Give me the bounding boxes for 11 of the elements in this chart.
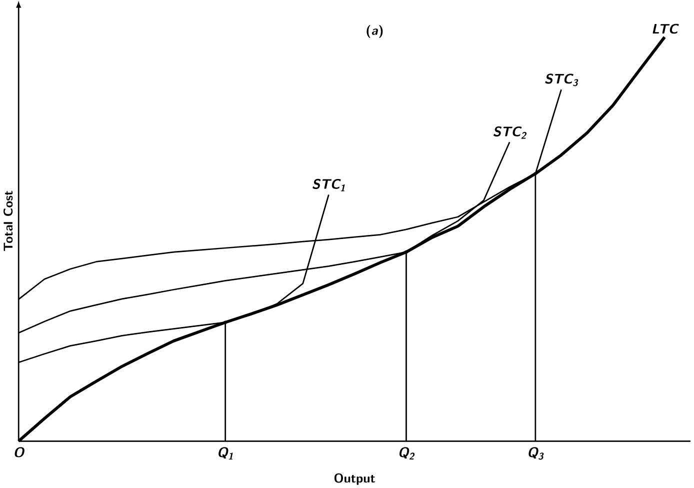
x-tick-label: Q$_{2}$ — [400, 446, 415, 460]
series-label: STC$_{3}$ — [545, 73, 578, 86]
x-tick-label: O — [14, 446, 24, 458]
annotation: (a) — [366, 24, 383, 38]
series-label: STC$_{1}$ — [312, 178, 345, 192]
x-tick-label: Q$_{1}$ — [218, 446, 233, 460]
x-axis-title: Output — [334, 473, 375, 485]
series-label: LTC — [652, 24, 679, 34]
x-tick-label: Q$_{3}$ — [528, 446, 544, 460]
series-label: STC$_{2}$ — [493, 126, 527, 139]
y-axis-title: Total Cost — [4, 190, 13, 251]
